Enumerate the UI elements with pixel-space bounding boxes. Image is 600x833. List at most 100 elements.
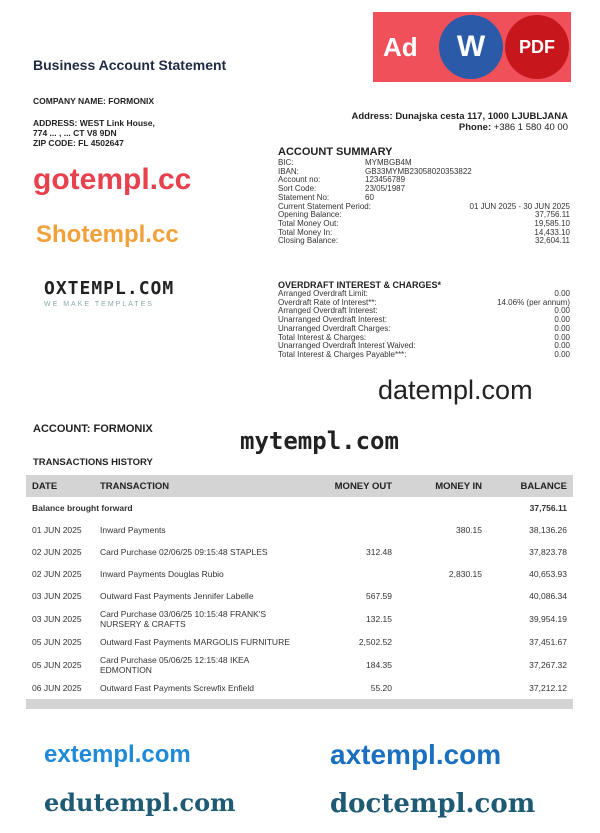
oxtempl-logo: OXTEMPL.COM WE MAKE TEMPLATES (44, 278, 174, 308)
row-value: 0.00 (554, 315, 570, 325)
row-value: 19,585.10 (534, 218, 570, 228)
table-row: 03 JUN 2025 Card Purchase 03/06/25 10:15:… (26, 607, 573, 631)
row-value: 60 (365, 192, 374, 202)
company-name: COMPANY NAME: FORMONIX (33, 96, 155, 106)
bank-contact: Address: Dunajska cesta 117, 1000 LJUBLJ… (352, 111, 569, 133)
cell-money-out: 184.35 (366, 660, 392, 670)
edutempl-watermark: edutempl.com (44, 788, 236, 817)
row-label: Total Interest & Charges: (278, 332, 367, 342)
brought-forward-label: Balance brought forward (32, 503, 133, 513)
row-label: Unarranged Overdraft Interest Waived: (278, 341, 416, 351)
cell-date: 05 JUN 2025 (32, 637, 82, 647)
phone-label: Phone: (458, 122, 492, 133)
row-value: 32,604.11 (535, 236, 570, 246)
col-transaction: TRANSACTION (94, 475, 308, 497)
table-row: 02 JUN 2025 Card Purchase 02/06/25 09:15:… (26, 541, 573, 563)
row-value: 123456789 (365, 175, 406, 185)
table-row: 02 JUN 2025 Inward Payments Douglas Rubio… (26, 563, 573, 585)
gotempl-watermark: gotempl.cc (33, 163, 191, 196)
cell-money-out: 567.59 (366, 591, 392, 601)
table-row: 03 JUN 2025 Outward Fast Payments Jennife… (26, 585, 573, 607)
cell-date: 02 JUN 2025 (32, 547, 82, 557)
history-title: TRANSACTIONS HISTORY (33, 457, 153, 468)
shotempl-watermark: Shotempl.cc (36, 221, 179, 248)
row-value: 23/05/1987 (365, 184, 406, 194)
cell-transaction: Outward Fast Payments Screwfix Enfield (100, 683, 255, 693)
row-value: 0.00 (554, 306, 570, 316)
cell-money-out: 312.48 (366, 547, 392, 557)
summary-row: Unarranged Overdraft Interest: 0.00 (278, 315, 570, 325)
pdf-icon: PDF (505, 15, 569, 79)
cell-money-out: 132.15 (366, 614, 392, 624)
cell-money-out (308, 519, 398, 541)
cell-transaction: Outward Fast Payments Jennifer Labelle (100, 591, 254, 601)
row-label: Statement No: (278, 192, 330, 202)
row-label: Account no: (278, 175, 321, 185)
row-label: Opening Balance: (278, 210, 342, 220)
cell-transaction: Inward Payments (100, 525, 166, 535)
mytempl-watermark: mytempl.com (240, 427, 399, 455)
row-label: BIC: (278, 158, 294, 167)
col-balance: BALANCE (488, 475, 573, 497)
brought-forward-balance: 37,756.11 (529, 503, 567, 513)
col-money-out: MONEY OUT (308, 475, 398, 497)
cell-balance: 39,954.19 (529, 614, 567, 624)
cell-date: 03 JUN 2025 (32, 614, 82, 624)
cell-transaction: Inward Payments Douglas Rubio (100, 569, 224, 579)
row-value: 0.00 (554, 341, 570, 351)
summary-row: Total Money In: 14,433.10 (278, 228, 570, 238)
format-badge[interactable]: Ad W PDF (373, 12, 571, 82)
row-value: 0.00 (554, 289, 570, 298)
cell-balance: 37,451.67 (529, 637, 567, 647)
cell-date: 02 JUN 2025 (32, 569, 82, 579)
address-line: ZIP CODE: FL 4502647 (33, 138, 124, 148)
transactions-table: DATE TRANSACTION MONEY OUT MONEY IN BALA… (26, 475, 573, 709)
row-value: MYMBGB4M (365, 158, 412, 167)
cell-transaction: Card Purchase 05/06/25 12:15:48 IKEA EDM… (100, 655, 249, 675)
cell-transaction: Card Purchase 02/06/25 09:15:48 STAPLES (100, 547, 268, 557)
summary-row: Total Money Out: 19,585.10 (278, 218, 570, 229)
address-line: ADDRESS: WEST Link House, (33, 118, 155, 128)
axtempl-watermark: axtempl.com (330, 739, 502, 770)
cell-money-in (398, 585, 488, 607)
cell-money-in (398, 653, 488, 677)
summary-row: BIC: MYMBGB4M (278, 158, 570, 168)
summary-row: Unarranged Overdraft Interest Waived: 0.0… (278, 342, 570, 351)
summary-row: Total Interest & Charges Payable***: 0.00 (278, 349, 570, 360)
row-value: 0.00 (554, 349, 570, 359)
row-label: Total Interest & Charges Payable***: (278, 349, 407, 359)
phone: +386 1 580 40 00 (493, 122, 568, 133)
account-summary: ACCOUNT SUMMARY BIC: MYMBGB4M IBAN: GB33MYM… (278, 146, 570, 246)
row-label: Unarranged Overdraft Interest: (278, 315, 387, 325)
cell-money-out (308, 563, 398, 585)
cell-balance: 37,212.12 (529, 683, 567, 693)
row-value: 37,756.11 (535, 210, 570, 220)
cell-transaction: Card Purchase 03/06/25 10:15:48 FRANK'S … (100, 609, 267, 629)
extempl-watermark: extempl.com (44, 741, 191, 768)
logo-name: OXTEMPL.COM (44, 278, 175, 299)
row-label: Overdraft Rate of Interest**: (278, 297, 377, 307)
badge-text: Ad (383, 32, 418, 62)
table-row: 01 JUN 2025 Inward Payments 380.15 38,136.2… (26, 519, 573, 541)
cell-money-in: 380.15 (456, 525, 482, 535)
summary-row: Account no: 123456789 (278, 176, 570, 185)
cell-balance: 37,267.32 (529, 660, 567, 670)
row-label: IBAN: (278, 166, 299, 176)
table-footer (26, 699, 573, 709)
row-label: Current Statement Period: (278, 201, 371, 211)
summary-row: Total Interest & Charges: 0.00 (278, 332, 570, 343)
summary-row: Current Statement Period: 01 JUN 2025 - 3… (278, 201, 570, 212)
row-label: Arranged Overdraft Limit: (278, 289, 368, 298)
summary-row: Unarranged Overdraft Charges: 0.00 (278, 323, 570, 334)
address-line: 774 ... , ... CT V8 9DN (33, 128, 117, 138)
bank-address: Address: Dunajska cesta 117, 1000 LJUBLJ… (351, 111, 569, 122)
row-value: 14.06% (per annum) (497, 297, 570, 307)
cell-money-in (398, 607, 488, 631)
cell-date: 06 JUN 2025 (32, 683, 82, 693)
summary-row: Arranged Overdraft Interest: 0.00 (278, 307, 570, 316)
row-value: 0.00 (554, 323, 570, 333)
datempl-watermark: datempl.com (378, 375, 533, 405)
cell-balance: 40,653.93 (529, 569, 567, 579)
col-money-in: MONEY IN (398, 475, 488, 497)
table-row: 05 JUN 2025 Outward Fast Payments MARGOLI… (26, 631, 573, 653)
